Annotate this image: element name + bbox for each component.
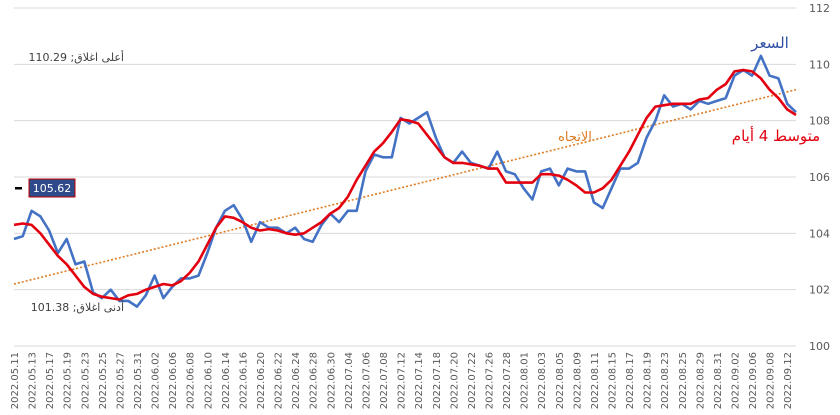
- x-tick-label: 2022.08.19: [643, 352, 654, 409]
- x-tick-label: 2022.09.08: [766, 352, 777, 409]
- y-axis: 100 102 104 106 108 110 112: [809, 2, 830, 353]
- series-line-price: [13, 54, 797, 308]
- x-tick-label: 2022.05.13: [28, 352, 39, 409]
- y-tick-label: 108: [809, 115, 830, 128]
- x-tick-label: 2022.08.17: [625, 352, 636, 409]
- x-tick-label: 2022.05.19: [63, 352, 74, 409]
- current-price-label: 105.62: [33, 182, 72, 195]
- y-tick-label: 102: [809, 284, 830, 297]
- x-tick-label: 2022.06.08: [186, 352, 197, 409]
- x-tick-label: 2022.09.12: [783, 352, 794, 409]
- x-tick-label: 2022.06.22: [274, 352, 285, 409]
- x-tick-label: 2022.05.31: [133, 352, 144, 409]
- x-tick-label: 2022.09.02: [730, 352, 741, 409]
- x-tick-label: 2022.05.11: [10, 352, 21, 409]
- x-tick-label: 2022.07.12: [397, 352, 408, 409]
- current-price-marker: 105.62: [15, 178, 76, 198]
- x-tick-label: 2022.06.10: [203, 352, 214, 409]
- x-tick-label: 2022.06.30: [326, 352, 337, 409]
- x-tick-label: 2022.08.01: [520, 352, 531, 409]
- series-line-moving-average: [13, 68, 797, 301]
- high-close-annotation: أعلى اغلاق; 110.29: [28, 50, 124, 64]
- x-tick-label: 2022.08.31: [713, 352, 724, 409]
- x-tick-label: 2022.07.20: [449, 352, 460, 409]
- x-tick-label: 2022.06.20: [256, 352, 267, 409]
- x-tick-label: 2022.08.03: [537, 352, 548, 409]
- x-tick-label: 2022.06.16: [238, 352, 249, 409]
- current-price-box: [28, 178, 76, 198]
- x-tick-label: 2022.06.24: [291, 352, 302, 409]
- x-tick-label: 2022.05.17: [45, 352, 56, 409]
- y-tick-label: 106: [809, 171, 830, 184]
- x-tick-label: 2022.05.23: [80, 352, 91, 409]
- trend-label: الاتجاه: [558, 130, 592, 145]
- x-tick-label: 2022.07.14: [414, 352, 425, 409]
- x-tick-label: 2022.06.06: [168, 352, 179, 409]
- x-tick-label: 2022.07.18: [432, 352, 443, 409]
- y-tick-label: 100: [809, 340, 830, 353]
- current-price-dash: [15, 187, 22, 190]
- x-tick-label: 2022.05.27: [115, 352, 126, 409]
- x-tick-label: 2022.07.22: [467, 352, 478, 409]
- x-tick-label: 2022.08.25: [678, 352, 689, 409]
- x-tick-label: 2022.05.25: [98, 352, 109, 409]
- y-tick-label: 104: [809, 227, 830, 240]
- x-tick-label: 2022.07.26: [484, 352, 495, 409]
- x-tick-label: 2022.06.28: [309, 352, 320, 409]
- low-close-annotation: أدنى اغلاق; 101.38: [31, 300, 124, 314]
- series-label-price: السعر: [750, 34, 789, 52]
- x-tick-label: 2022.08.23: [660, 352, 671, 409]
- x-tick-label: 2022.07.28: [502, 352, 513, 409]
- x-tick-label: 2022.07.08: [379, 352, 390, 409]
- x-tick-label: 2022.08.05: [555, 352, 566, 409]
- series-label-moving-average: متوسط 4 أيام: [732, 126, 820, 145]
- x-tick-label: 2022.08.09: [572, 352, 583, 409]
- x-tick-label: 2022.07.06: [361, 352, 372, 409]
- x-tick-label: 2022.07.04: [344, 352, 355, 409]
- x-tick-label: 2022.06.14: [221, 352, 232, 409]
- x-tick-label: 2022.06.02: [151, 352, 162, 409]
- y-tick-label: 112: [809, 2, 830, 15]
- x-tick-label: 2022.08.29: [695, 352, 706, 409]
- x-axis: 2022.05.11 2022.05.13 2022.05.17 2022.05.19…: [10, 352, 794, 409]
- x-tick-label: 2022.08.11: [590, 352, 601, 409]
- x-tick-label: 2022.09.06: [748, 352, 759, 409]
- x-tick-label: 2022.08.15: [607, 352, 618, 409]
- y-tick-label: 110: [809, 58, 830, 71]
